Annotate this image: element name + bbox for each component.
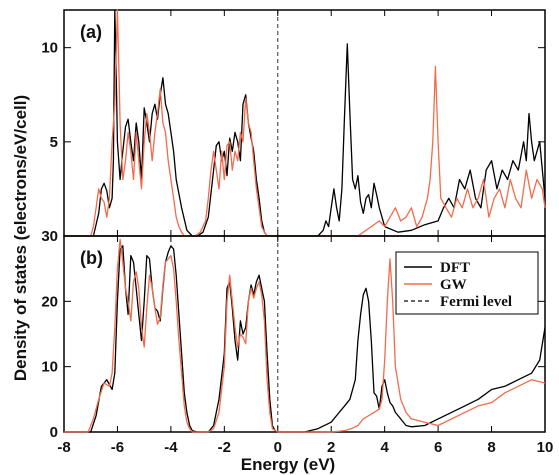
x-tick-label: 10 [537, 439, 554, 456]
legend-label: DFT [440, 260, 470, 276]
x-tick-label: 6 [434, 439, 442, 456]
panel-b: 0 10 20 30 (b) [41, 228, 546, 441]
x-tick-label: -4 [164, 439, 178, 456]
y-tick-label: 20 [41, 293, 58, 310]
y-tick-label: 10 [41, 40, 58, 57]
y-tick-label: 0 [50, 424, 58, 441]
legend-label: Fermi level [440, 294, 512, 310]
x-tick-label: -2 [218, 439, 231, 456]
x-tick-label: 0 [274, 439, 282, 456]
y-tick-label: 30 [41, 228, 58, 245]
series-gw-line [64, 238, 546, 433]
x-axis-title: Energy (eV) [241, 455, 335, 474]
x-tick-label: -6 [111, 439, 124, 456]
y-axis-title: Density of states (electrons/eV/cell) [11, 95, 30, 381]
x-tick-label: 8 [487, 439, 495, 456]
legend-label: GW [440, 277, 467, 293]
shared-x-axis: -8 -6 -4 -2 0 2 4 6 8 10 [57, 439, 553, 456]
panel-tag: (a) [80, 22, 102, 42]
panel-tag: (b) [80, 248, 103, 268]
series-dft-line [64, 9, 546, 237]
x-tick-label: 2 [327, 439, 335, 456]
x-tick-label: -8 [57, 439, 70, 456]
legend-box [395, 251, 539, 315]
x-tick-label: 4 [380, 439, 389, 456]
y-tick-label: 5 [50, 134, 58, 151]
y-tick-label: 10 [41, 359, 58, 376]
series-gw-line [64, 9, 546, 237]
panel-a: 5 10 (a) [41, 9, 546, 237]
